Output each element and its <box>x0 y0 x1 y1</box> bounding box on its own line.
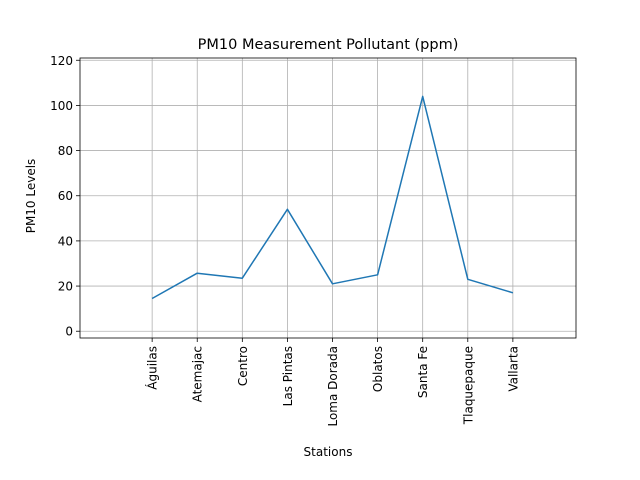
plot-frame <box>79 57 577 339</box>
data-point <box>286 208 288 210</box>
y-tick-label: 120 <box>50 54 73 68</box>
data-point <box>422 95 424 97</box>
x-axis-label: Stations <box>304 445 353 459</box>
y-tick-label: 100 <box>50 99 73 113</box>
data-point <box>467 278 469 280</box>
data-point <box>151 297 153 299</box>
series-layer <box>151 95 514 300</box>
y-tick-label: 0 <box>65 325 73 339</box>
series-line <box>151 95 514 300</box>
x-axis-ticks: Águilas Atemajac Centro Las Pintas Loma Dora… <box>145 338 520 427</box>
x-tick-label: Las Pintas <box>281 346 295 406</box>
x-tick-label: Águilas <box>145 346 160 390</box>
data-point <box>196 272 198 274</box>
grid-lines <box>80 58 576 338</box>
x-tick-label: Loma Dorada <box>326 346 340 427</box>
y-axis-label: PM10 Levels <box>24 159 38 234</box>
x-tick-label: Atemajac <box>191 346 205 402</box>
chart-title: PM10 Measurement Pollutant (ppm) <box>198 37 459 53</box>
y-axis-ticks: 0 20 40 60 80 100 120 <box>50 54 80 339</box>
y-tick-label: 40 <box>58 234 73 248</box>
data-point <box>332 283 334 285</box>
x-tick-label: Centro <box>236 346 250 386</box>
data-point <box>241 277 243 279</box>
y-tick-label: 80 <box>58 144 73 158</box>
x-tick-label: Vallarta <box>506 346 520 392</box>
x-tick-label: Oblatos <box>371 346 385 392</box>
x-tick-label: Tlaquepaque <box>461 346 475 425</box>
y-tick-label: 20 <box>58 280 73 294</box>
data-point <box>377 274 379 276</box>
y-tick-label: 60 <box>58 189 73 203</box>
x-tick-label: Santa Fe <box>416 346 430 398</box>
data-point <box>512 292 514 294</box>
